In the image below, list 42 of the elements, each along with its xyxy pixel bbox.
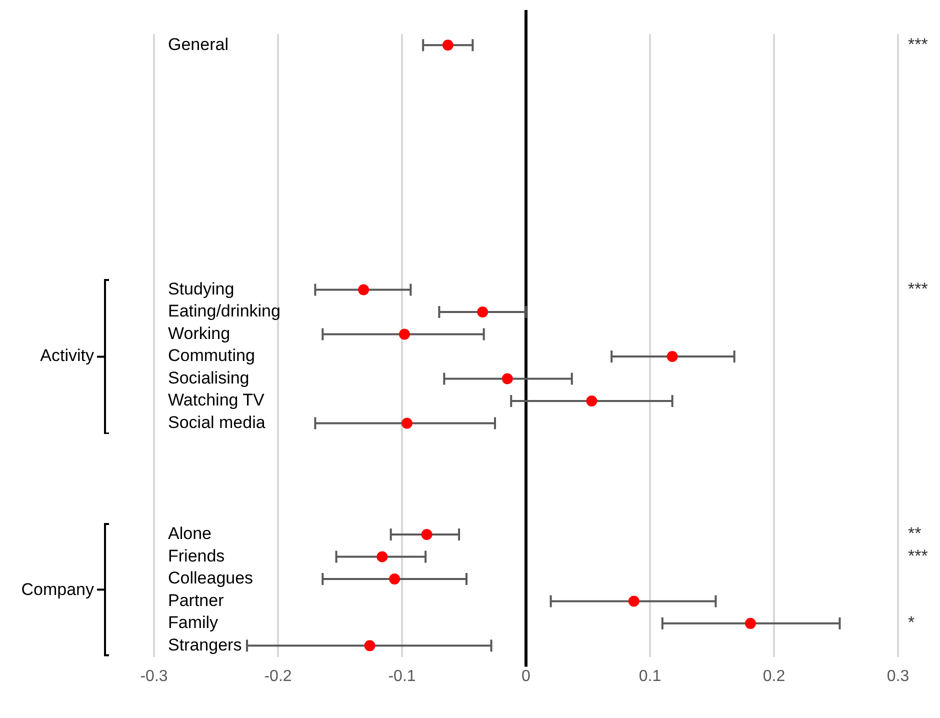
x-tick-label: -0.2 [264, 668, 292, 685]
point [586, 396, 598, 407]
point [502, 373, 513, 384]
y-tick-label: Partner [168, 590, 224, 610]
y-tick-label: Social media [168, 412, 266, 432]
point [477, 306, 488, 318]
y-tick-label: Strangers [168, 635, 242, 654]
x-tick-label: 0.2 [762, 668, 786, 685]
point [628, 596, 640, 607]
x-tick-label: 0.1 [638, 668, 662, 685]
y-tick-label: Friends [168, 546, 225, 566]
data-label: *** [908, 279, 928, 298]
data-label: ** [908, 524, 922, 544]
x-tick-label: -0.3 [140, 668, 168, 685]
y-tick-label: Family [168, 613, 219, 632]
y-tick-label: Working [168, 324, 230, 343]
point [364, 640, 376, 652]
point [442, 40, 454, 51]
y-tick-label: Studying [168, 279, 234, 298]
text: Company [21, 580, 94, 599]
point [401, 418, 412, 429]
point [398, 328, 410, 340]
text: Activity [40, 346, 94, 366]
y-tick-label: Watching TV [168, 390, 266, 410]
x-tick-label: 0.3 [886, 668, 910, 685]
y-tick-label: Alone [168, 524, 212, 544]
data-label: *** [908, 34, 928, 54]
point [421, 528, 432, 540]
data-label: * [908, 613, 915, 632]
point [744, 618, 756, 629]
data-label: *** [908, 546, 928, 566]
point [389, 573, 400, 584]
y-tick-label: Commuting [168, 346, 255, 366]
y-tick-label: Eating/drinking [168, 302, 280, 321]
point [358, 284, 370, 296]
x-tick-label: -0.1 [388, 668, 416, 685]
x-tick-label: 0 [522, 668, 531, 685]
point [666, 351, 678, 362]
y-tick-label: General [168, 34, 228, 54]
y-tick-label: Colleagues [168, 568, 254, 588]
point [376, 551, 388, 562]
y-tick-label: Socialising [168, 368, 250, 388]
